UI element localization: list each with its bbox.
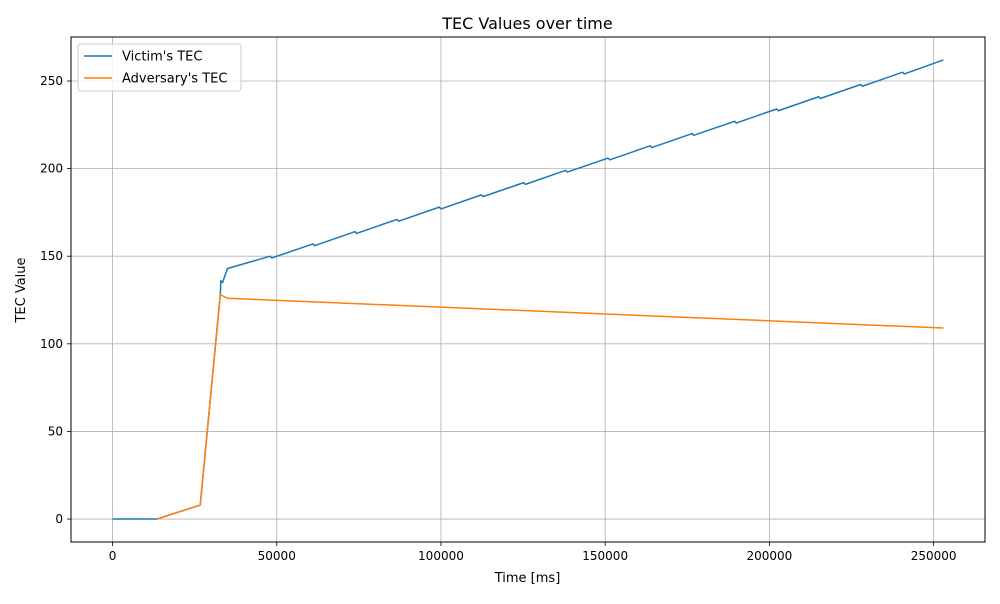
series-lines [112, 59, 944, 520]
legend-label: Victim's TEC [122, 50, 202, 65]
y-axis-label: TEC Value [14, 257, 29, 323]
grid-lines [71, 37, 985, 542]
legend-label: Adversary's TEC [122, 72, 227, 87]
legend-box [77, 43, 242, 92]
y-tick-label: 150 [40, 249, 63, 263]
plot-frame [70, 36, 986, 543]
axis-ticks: 0 50000 100000 150000 200000 250000 0 50 100 150 2… [40, 74, 956, 563]
y-tick-label: 250 [40, 74, 63, 88]
x-tick-label: 150000 [582, 549, 628, 563]
x-tick-label: 250000 [911, 549, 957, 563]
x-tick-label: 50000 [258, 549, 296, 563]
x-tick-label: 0 [109, 549, 117, 563]
y-tick-label: 100 [40, 337, 63, 351]
legend: Victim's TEC Adversary's TEC [77, 43, 242, 92]
y-tick-label: 0 [55, 512, 63, 526]
chart-title: TEC Values over time [441, 14, 612, 33]
x-tick-label: 200000 [746, 549, 792, 563]
series-line-victim [112, 59, 944, 520]
y-tick-label: 200 [40, 162, 63, 176]
x-tick-label: 100000 [418, 549, 464, 563]
x-axis-label: Time [ms] [494, 571, 561, 586]
y-tick-label: 50 [48, 424, 63, 438]
series-line-adversary [156, 294, 944, 520]
